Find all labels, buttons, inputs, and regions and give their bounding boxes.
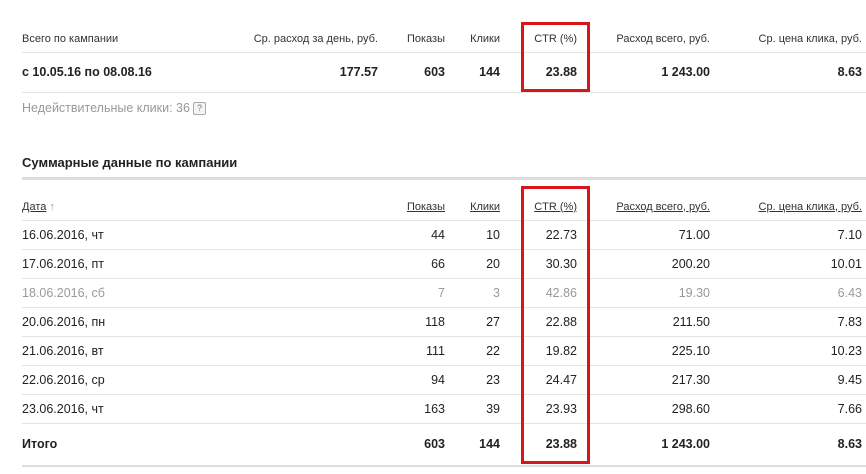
table-cell: 200.20 [671, 256, 710, 271]
table-row: 16.06.2016, чт 44 10 22.73 71.00 7.10 [22, 220, 866, 249]
table-cell: 118 [425, 314, 445, 329]
summary-cell: 603 [424, 65, 445, 79]
total-row: Итого 603 144 23.88 1 243.00 8.63 [22, 423, 866, 465]
table-cell: 16.06.2016, чт [22, 227, 104, 242]
sort-arrow-icon: ↑ [49, 200, 55, 213]
table-cell: 21.06.2016, вт [22, 343, 104, 358]
total-cell: Итого [22, 437, 58, 451]
table-cell: 94 [431, 372, 445, 387]
table-cell: 10 [486, 227, 500, 242]
table-cell: 7.10 [837, 227, 862, 242]
total-cell: 603 [424, 437, 445, 451]
table-cell: 7.66 [837, 401, 862, 416]
summary-header-row: Всего по кампании Ср. расход за день, руб… [22, 26, 866, 52]
table-cell: 19.82 [545, 343, 577, 358]
table-cell: 39 [486, 401, 500, 416]
invalid-clicks-label: Недействительные клики: 36 [22, 101, 190, 115]
table-cell: 19.30 [678, 285, 710, 300]
divider [22, 249, 866, 250]
total-cell: 144 [479, 437, 500, 451]
divider [22, 394, 866, 395]
summary-cell: с 10.05.16 по 08.08.16 [22, 65, 152, 79]
table-row: 18.06.2016, сб 7 3 42.86 19.30 6.43 [22, 278, 866, 307]
invalid-clicks: Недействительные клики: 36? [22, 101, 206, 115]
table-cell: 23.06.2016, чт [22, 401, 104, 416]
column-header: Всего по кампании [22, 33, 119, 45]
summary-row: с 10.05.16 по 08.08.16 177.57 603 144 23.88 1… [22, 52, 866, 92]
total-cell: 1 243.00 [661, 437, 710, 451]
section-title: Суммарные данные по кампании [22, 155, 238, 170]
column-header: CTR (%) [534, 33, 577, 45]
column-header: Клики [470, 33, 500, 45]
table-cell: 6.43 [837, 285, 862, 300]
help-icon[interactable]: ? [192, 102, 206, 115]
table-cell: 217.30 [671, 372, 710, 387]
column-header: Показы [406, 33, 445, 45]
table-cell: 225.10 [671, 343, 710, 358]
table-row: 21.06.2016, вт 111 22 19.82 225.10 10.23 [22, 336, 866, 365]
table-cell: 20.06.2016, пн [22, 314, 106, 329]
sortable-column-header[interactable]: Дата [22, 200, 47, 213]
divider [22, 92, 866, 93]
table-row: 23.06.2016, чт 163 39 23.93 298.60 7.66 [22, 394, 866, 423]
divider [22, 278, 866, 279]
sortable-column-header[interactable]: CTR (%) [534, 200, 577, 213]
table-cell: 3 [493, 285, 500, 300]
table-cell: 71.00 [678, 227, 710, 242]
table-cell: 18.06.2016, сб [22, 285, 105, 300]
table-cell: 298.60 [671, 401, 710, 416]
table-cell: 22 [486, 343, 500, 358]
table-cell: 111 [425, 343, 445, 358]
summary-cell: 23.88 [545, 65, 577, 79]
ctr-highlight-box [521, 186, 590, 464]
table-cell: 27 [486, 314, 500, 329]
divider [22, 465, 866, 467]
table-cell: 163 [424, 401, 445, 416]
divider [22, 220, 866, 221]
ctr-highlight-box [521, 22, 590, 92]
summary-cell: 177.57 [339, 65, 378, 79]
divider [22, 365, 866, 366]
table-cell: 44 [431, 227, 445, 242]
table-cell: 66 [431, 256, 445, 271]
table-cell: 7 [438, 285, 445, 300]
table-row: 17.06.2016, пт 66 20 30.30 200.20 10.01 [22, 249, 866, 278]
table-cell: 22.73 [545, 227, 577, 242]
table-cell: 22.88 [545, 314, 577, 329]
summary-cell: 8.63 [837, 65, 862, 79]
divider [22, 423, 866, 424]
table-cell: 10.01 [830, 256, 862, 271]
table-cell: 23.93 [545, 401, 577, 416]
table-row: 22.06.2016, ср 94 23 24.47 217.30 9.45 [22, 365, 866, 394]
table-cell: 10.23 [830, 343, 862, 358]
sortable-column-header[interactable]: Ср. цена клика, руб. [758, 200, 862, 213]
table-cell: 22.06.2016, ср [22, 372, 105, 387]
table-cell: 9.45 [837, 372, 862, 387]
total-cell: 8.63 [837, 437, 862, 451]
divider [22, 336, 866, 337]
column-header: Расход всего, руб. [616, 33, 710, 45]
table-cell: 23 [486, 372, 500, 387]
divider [22, 177, 866, 180]
date-header[interactable]: Дата ↑ [22, 201, 378, 213]
total-cell: 23.88 [545, 437, 577, 451]
summary-cell: 1 243.00 [661, 65, 710, 79]
table-cell: 211.50 [672, 314, 710, 329]
table-cell: 7.83 [837, 314, 862, 329]
table-cell: 20 [486, 256, 500, 271]
summary-cell: 144 [479, 65, 500, 79]
details-header-row: Дата ↑ Показы Клики CTR (%) Расход всего, ру… [22, 193, 866, 220]
divider [22, 307, 866, 308]
sortable-column-header[interactable]: Клики [470, 200, 500, 213]
column-header: Ср. расход за день, руб. [253, 33, 378, 45]
table-cell: 24.47 [545, 372, 577, 387]
sortable-column-header[interactable]: Расход всего, руб. [616, 200, 710, 213]
divider [22, 52, 866, 53]
sortable-column-header[interactable]: Показы [406, 200, 445, 213]
table-row: 20.06.2016, пн 118 27 22.88 211.50 7.83 [22, 307, 866, 336]
column-header: Ср. цена клика, руб. [758, 33, 862, 45]
table-cell: 42.86 [545, 285, 577, 300]
table-cell: 17.06.2016, пт [22, 256, 105, 271]
table-cell: 30.30 [545, 256, 577, 271]
